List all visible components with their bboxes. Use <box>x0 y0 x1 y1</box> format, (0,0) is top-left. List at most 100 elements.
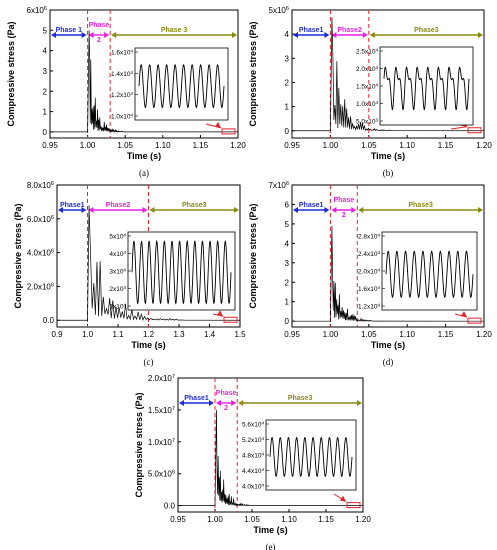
phase-arrow-head-left <box>149 207 155 213</box>
inset-series-line <box>269 436 353 478</box>
phase-label: Phase1 <box>299 202 324 209</box>
y-tick-label: 6.0x106 <box>27 215 54 224</box>
y-axis-label: Compressive stress (Pa) <box>248 203 258 308</box>
x-tick-label: 0.95 <box>284 141 300 150</box>
x-tick-label: 1.00 <box>323 141 339 150</box>
plot-frame <box>49 9 239 139</box>
y-tick-label: 3 <box>285 259 290 268</box>
y-tick-label: 2 <box>285 78 290 87</box>
inset-series-line <box>131 239 232 305</box>
y-axis-label: Compressive stress (Pa) <box>248 21 258 126</box>
phase-label: 2 <box>224 405 228 412</box>
phase-label: Phase3 <box>414 27 439 34</box>
panel-caption: (d) <box>383 357 394 367</box>
y-tick-label: 1 <box>43 108 48 117</box>
phase-arrow-head-right <box>234 207 239 213</box>
x-tick-label: 1.15 <box>438 330 454 339</box>
chart-panel-a: 0.95 1.00 1.05 1.10 1.15 1.20 0 1 2 3 4 5 6x106 Time … <box>6 6 246 178</box>
y-tick-label: 4.0x106 <box>27 249 54 258</box>
y-tick-label: 0 <box>43 128 48 137</box>
x-axis-label: Time (s) <box>253 525 287 535</box>
y-tick-label: 0 <box>285 127 290 136</box>
y-tick-label: 6x106 <box>27 6 47 15</box>
y-tick-label: 5 <box>285 220 290 229</box>
x-tick-label: 1.20 <box>476 330 492 339</box>
y-tick-label: 0.0 <box>43 316 55 325</box>
y-tick-label: 4 <box>43 47 48 56</box>
inset-y-tick-label: 2.0x104 <box>358 267 381 276</box>
y-tick-label: 5.0x106 <box>148 470 175 479</box>
x-tick-label: 1.5 <box>234 330 246 339</box>
panel-caption: (b) <box>383 168 394 178</box>
y-tick-label: 5x106 <box>269 6 289 15</box>
x-tick-label: 1.00 <box>207 515 223 524</box>
y-axis-label: Compressive stress (Pa) <box>6 21 16 126</box>
x-axis-label: Time (s) <box>371 340 405 350</box>
inset-y-tick-label: 5.6x104 <box>242 420 265 429</box>
chart-panel-e: 0.95 1.00 1.05 1.10 1.15 1.20 0.0 5.0x106 1.0x10… <box>134 374 371 550</box>
phase-arrow-head-right <box>209 400 214 406</box>
stress-series-line <box>292 17 485 132</box>
x-axis-label: Time (s) <box>131 340 165 350</box>
x-tick-label: 1.10 <box>399 141 415 150</box>
phase-arrow-head-left <box>111 32 117 38</box>
inset-y-tick-label: 1.4x104 <box>111 69 134 78</box>
phase-arrow-head-right <box>104 32 110 38</box>
phase-arrow-head-right <box>478 207 483 213</box>
phase-label: Phase3 <box>408 202 433 209</box>
plot-frame <box>177 377 364 513</box>
inset-y-tick-label: 1.0x104 <box>111 112 134 121</box>
phase-label: Phase <box>89 22 110 29</box>
inset-y-tick-label: 2.8x104 <box>358 232 381 241</box>
phase-arrow-head-left <box>179 400 184 406</box>
y-tick-label: 0.0 <box>164 502 176 511</box>
y-axis-label: Compressive stress (Pa) <box>134 392 144 497</box>
phase-arrow-head-right <box>81 32 87 38</box>
y-tick-label: 5 <box>43 26 48 35</box>
inset-y-tick-label: 1.2x104 <box>358 302 381 311</box>
phase-arrow-head-right <box>324 207 330 213</box>
y-tick-label: 4 <box>285 239 290 248</box>
phase-arrow-head-left <box>88 32 94 38</box>
y-tick-label: 6 <box>285 200 290 209</box>
chart-panel-c: 0.9 1.0 1.1 1.2 1.3 1.4 1.5 0.0 2.0x106 4.0x106 6.… <box>13 181 246 367</box>
y-tick-label: 1 <box>285 103 290 112</box>
panel-caption: (e) <box>266 542 276 550</box>
x-tick-label: 1.4 <box>204 330 216 339</box>
y-tick-label: 2.0x106 <box>27 282 54 291</box>
inset-y-tick-label: 1.5x104 <box>356 82 379 91</box>
phase-arrow-head-left <box>369 32 375 38</box>
phase-arrow-head-left <box>88 207 94 213</box>
phase-arrow-head-left <box>58 207 63 213</box>
phase-label: Phase <box>216 390 237 397</box>
x-tick-label: 1.05 <box>361 141 377 150</box>
inset-y-tick-label: 1.0x104 <box>356 100 379 109</box>
phase-label: Phase3 <box>288 395 313 402</box>
y-tick-label: 0 <box>285 317 290 326</box>
zoom-arrow-line <box>450 126 468 130</box>
inset-series-line <box>138 64 225 109</box>
phase-label: Phase1 <box>60 202 85 209</box>
chart-panel-d: 0.95 1.00 1.05 1.10 1.15 1.20 0 1 2 3 4 5 6 7x106 Time… <box>248 181 492 367</box>
x-tick-label: 1.0 <box>82 330 94 339</box>
inset-y-tick-label: 2x104 <box>109 285 126 294</box>
inset-y-tick-label: 1x104 <box>109 302 126 311</box>
x-tick-label: 1.20 <box>476 141 492 150</box>
phase-arrow-head-right <box>324 32 330 38</box>
stress-series-line <box>292 225 485 322</box>
phase-label: 2 <box>97 37 101 44</box>
x-tick-label: 1.15 <box>318 515 334 524</box>
y-tick-label: 1.0x107 <box>148 438 175 447</box>
y-tick-label: 3 <box>43 67 48 76</box>
x-tick-label: 1.3 <box>173 330 185 339</box>
zoom-arrow-head <box>217 310 223 317</box>
x-tick-label: 1.10 <box>399 330 415 339</box>
phase-label: Phase3 <box>182 202 207 209</box>
x-tick-label: 1.15 <box>193 141 209 150</box>
y-tick-label: 8.0x106 <box>27 181 54 190</box>
phase-label: Phase 1 <box>56 27 83 34</box>
x-tick-label: 1.1 <box>112 330 124 339</box>
zoom-arrow-head <box>215 121 221 128</box>
x-tick-label: 0.9 <box>51 330 63 339</box>
zoom-marker-box <box>223 316 238 323</box>
